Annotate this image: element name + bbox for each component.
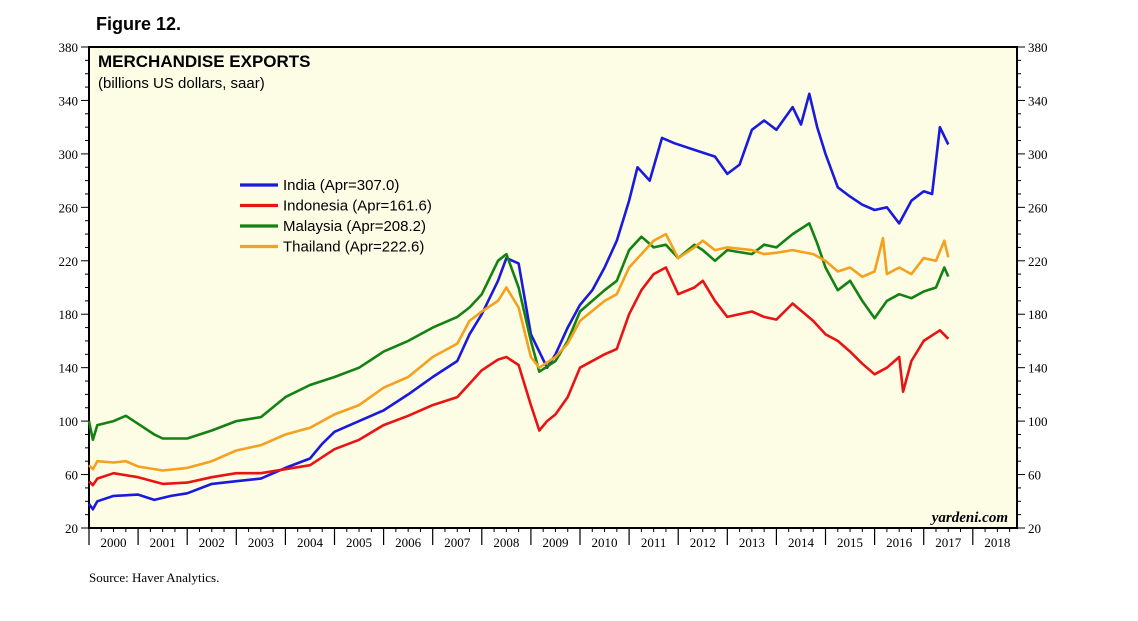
- chart-subtitle: (billions US dollars, saar): [98, 75, 265, 92]
- legend-label-india: India (Apr=307.0): [283, 177, 399, 194]
- x-year-label: 2014: [788, 535, 815, 550]
- y-tick-label-right: 340: [1028, 93, 1048, 108]
- left-axis-ticks: 20 60 100 140 180 220 260 300 340 380: [59, 40, 89, 536]
- x-year-label: 2015: [837, 535, 863, 550]
- plot-background: [88, 46, 1018, 529]
- right-axis-ticks: 20 60 100 140 180 220 260 300 340 380: [1017, 40, 1048, 536]
- series-line-thailand: [88, 232, 950, 472]
- y-tick-label-left: 60: [65, 468, 78, 483]
- y-tick-label-right: 300: [1028, 147, 1048, 162]
- x-year-label: 2008: [493, 535, 519, 550]
- y-tick-label-right: 220: [1028, 254, 1048, 269]
- y-tick-label-right: 380: [1028, 40, 1048, 55]
- y-tick-label-right: 180: [1028, 307, 1048, 322]
- x-year-label: 2003: [248, 535, 274, 550]
- x-year-label: 2007: [444, 535, 471, 550]
- legend: India (Apr=307.0) Indonesia (Apr=161.6) Ma…: [240, 177, 432, 256]
- x-year-label: 2011: [641, 535, 667, 550]
- series-line-india: [87, 92, 950, 511]
- y-tick-label-left: 180: [59, 307, 79, 322]
- watermark: yardeni.com: [930, 510, 1008, 526]
- y-tick-label-left: 100: [59, 414, 79, 429]
- x-year-label: 2013: [739, 535, 765, 550]
- figure-label: Figure 12.: [96, 14, 182, 34]
- series-line-indonesia: [88, 266, 950, 487]
- y-tick-label-right: 100: [1028, 414, 1048, 429]
- x-year-label: 2018: [984, 535, 1010, 550]
- x-year-label: 2002: [199, 535, 225, 550]
- x-year-label: 2004: [297, 535, 324, 550]
- y-tick-label-left: 340: [59, 93, 79, 108]
- x-year-label: 2000: [101, 535, 127, 550]
- x-year-label: 2009: [542, 535, 568, 550]
- chart-title: MERCHANDISE EXPORTS: [98, 52, 311, 71]
- y-tick-label-right: 60: [1028, 468, 1041, 483]
- x-year-label: 2010: [592, 535, 618, 550]
- legend-label-thailand: Thailand (Apr=222.6): [283, 239, 424, 256]
- series-line-malaysia: [87, 222, 950, 442]
- y-tick-label-left: 140: [59, 361, 79, 376]
- source-note: Source: Haver Analytics.: [89, 570, 220, 585]
- y-tick-label-left: 220: [59, 254, 79, 269]
- y-tick-label-left: 300: [59, 147, 79, 162]
- x-year-label: 2012: [690, 535, 716, 550]
- y-tick-label-left: 260: [59, 200, 79, 215]
- y-tick-label-right: 20: [1028, 521, 1041, 536]
- legend-label-indonesia: Indonesia (Apr=161.6): [283, 198, 432, 215]
- x-year-label: 2001: [150, 535, 176, 550]
- x-axis: 2000 2001 2002 2003 2004 2005 2006 2007 2008 2009…: [88, 528, 1010, 550]
- x-year-label: 2006: [395, 535, 422, 550]
- x-year-label: 2016: [886, 535, 913, 550]
- x-year-label: 2005: [346, 535, 372, 550]
- y-tick-label-right: 140: [1028, 361, 1048, 376]
- series-lines: [87, 92, 950, 511]
- y-tick-label-left: 20: [65, 521, 78, 536]
- x-year-label: 2017: [935, 535, 962, 550]
- y-tick-label-left: 380: [59, 40, 79, 55]
- legend-label-malaysia: Malaysia (Apr=208.2): [283, 218, 426, 235]
- y-tick-label-right: 260: [1028, 200, 1048, 215]
